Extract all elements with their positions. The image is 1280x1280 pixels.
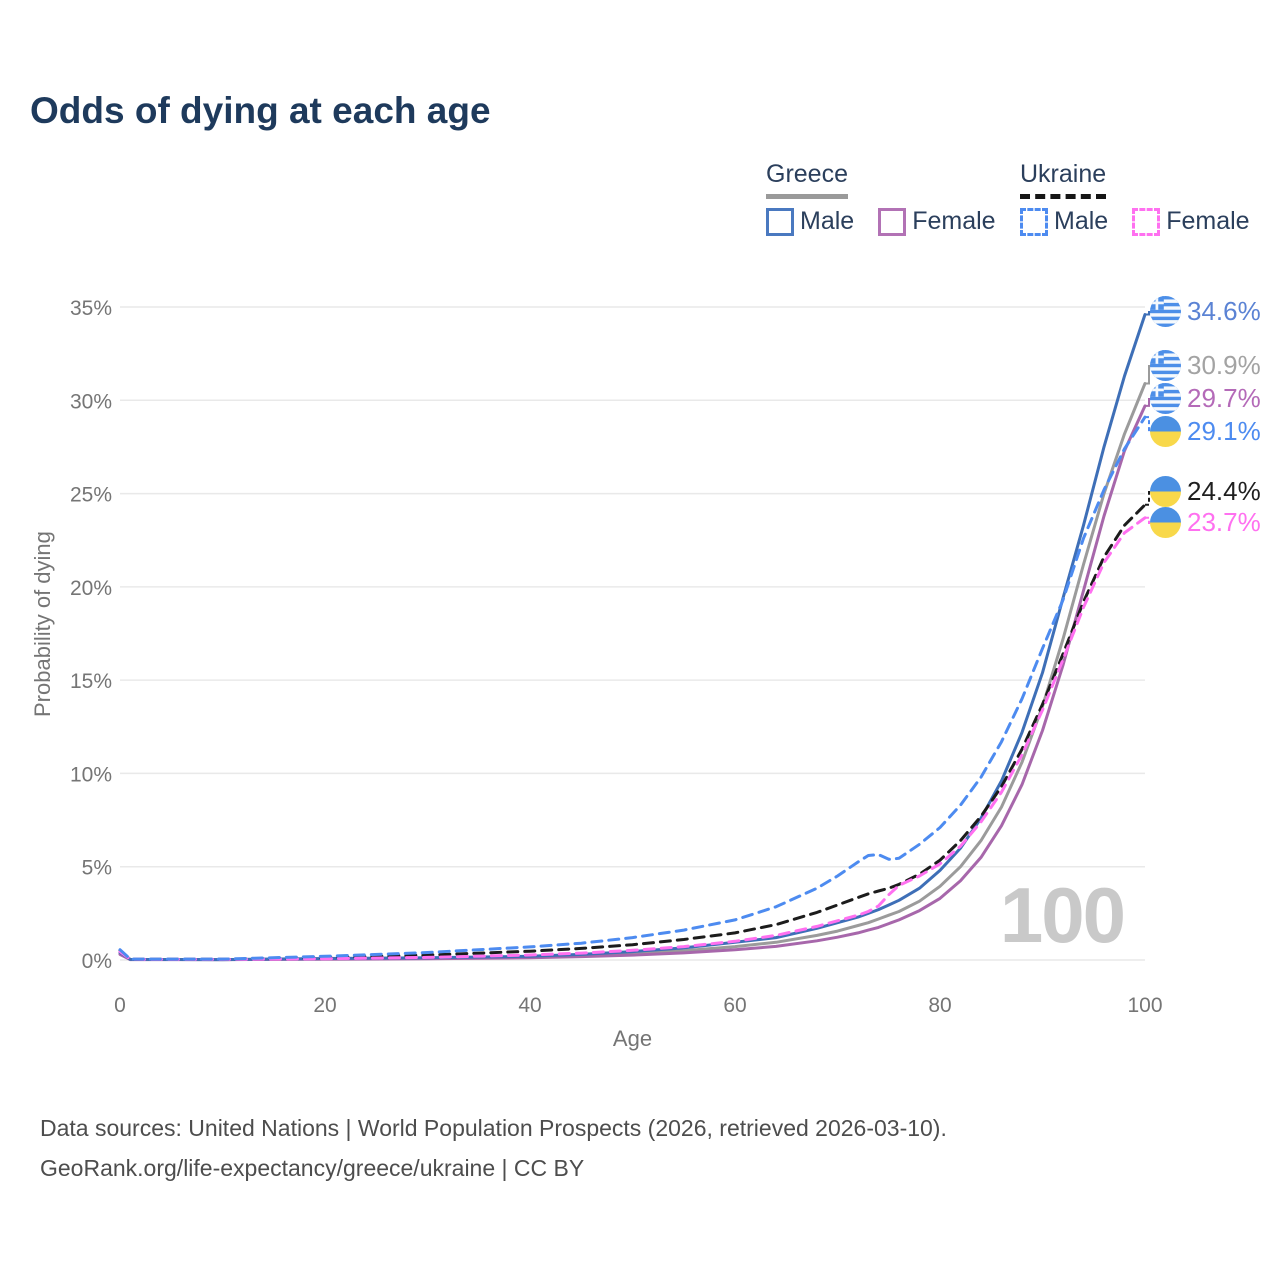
y-tick-label: 15% — [70, 670, 112, 693]
legend-country-greece: Greece — [766, 160, 848, 199]
y-tick-label: 35% — [70, 297, 112, 320]
x-tick-label: 40 — [518, 994, 541, 1017]
x-tick-label: 20 — [313, 994, 336, 1017]
footer: Data sources: United Nations | World Pop… — [40, 1108, 947, 1189]
end-label-ukraine-female: 23.7% — [1150, 507, 1261, 538]
series-line-ukraine-male[interactable] — [118, 415, 1147, 961]
y-tick-label: 10% — [70, 763, 112, 786]
legend-item-greece-male[interactable]: Male — [766, 207, 854, 236]
x-tick-label: 60 — [723, 994, 746, 1017]
end-label-value: 34.6% — [1187, 296, 1261, 326]
legend-item-label: Male — [1054, 207, 1109, 235]
end-label-greece-female: 29.7% — [1150, 383, 1261, 414]
end-label-ukraine-total: 24.4% — [1150, 476, 1261, 507]
greece-flag-icon — [1150, 350, 1181, 381]
legend-item-label: Female — [1166, 207, 1250, 235]
series-line-greece-male[interactable] — [118, 313, 1147, 962]
ukraine-flag-icon — [1150, 507, 1181, 538]
ukraine-flag-icon — [1150, 416, 1181, 447]
end-label-ukraine-male: 29.1% — [1150, 416, 1261, 447]
end-label-value: 29.1% — [1187, 416, 1261, 446]
x-tick-label: 80 — [928, 994, 951, 1017]
greece-male-swatch-icon — [766, 207, 794, 236]
label-leader-line — [1145, 491, 1152, 506]
y-tick-label: 30% — [70, 390, 112, 413]
legend-item-ukraine-female[interactable]: Female — [1132, 207, 1250, 236]
footer-attribution: GeoRank.org/life-expectancy/greece/ukrai… — [40, 1155, 585, 1182]
greece-flag-icon — [1150, 383, 1181, 414]
legend-item-label: Male — [800, 207, 855, 235]
end-label-value: 23.7% — [1187, 507, 1261, 537]
chart-title: Odds of dying at each age — [30, 90, 491, 131]
footer-sources: Data sources: United Nations | World Pop… — [40, 1115, 947, 1141]
end-label-value: 29.7% — [1187, 383, 1261, 413]
label-leader-line — [1145, 416, 1152, 433]
end-label-greece-male: 34.6% — [1150, 296, 1261, 327]
x-tick-label: 0 — [114, 994, 126, 1017]
ukraine-flag-icon — [1150, 476, 1181, 507]
series-line-ukraine-total[interactable] — [118, 503, 1147, 961]
legend-country-ukraine: Ukraine — [1020, 160, 1107, 199]
x-axis-title: Age — [612, 1026, 653, 1051]
legend-item-greece-female[interactable]: Female — [878, 207, 996, 236]
hover-age-watermark: 100 — [999, 871, 1126, 959]
end-label-value: 30.9% — [1187, 350, 1261, 380]
legend-item-label: Female — [912, 207, 996, 235]
greece-female-swatch-icon — [878, 207, 907, 236]
y-tick-label: 20% — [70, 577, 112, 600]
ukraine-female-swatch-icon — [1132, 207, 1161, 236]
x-tick-label: 100 — [1127, 994, 1162, 1017]
greece-flag-icon — [1150, 296, 1181, 327]
end-label-greece-total: 30.9% — [1150, 350, 1261, 381]
ukraine-male-swatch-icon — [1020, 207, 1048, 236]
legend-item-ukraine-male[interactable]: Male — [1020, 207, 1108, 236]
legend-group-ukraine: Ukraine Male Female — [1020, 160, 1250, 236]
y-tick-label: 25% — [70, 484, 112, 507]
y-tick-label: 5% — [82, 857, 112, 880]
legend-group-greece: Greece Male Female — [766, 160, 996, 236]
series-line-ukraine-female[interactable] — [118, 516, 1147, 961]
series-line-greece-total[interactable] — [118, 382, 1147, 962]
y-tick-label: 0% — [82, 950, 112, 973]
end-label-value: 24.4% — [1187, 476, 1261, 506]
